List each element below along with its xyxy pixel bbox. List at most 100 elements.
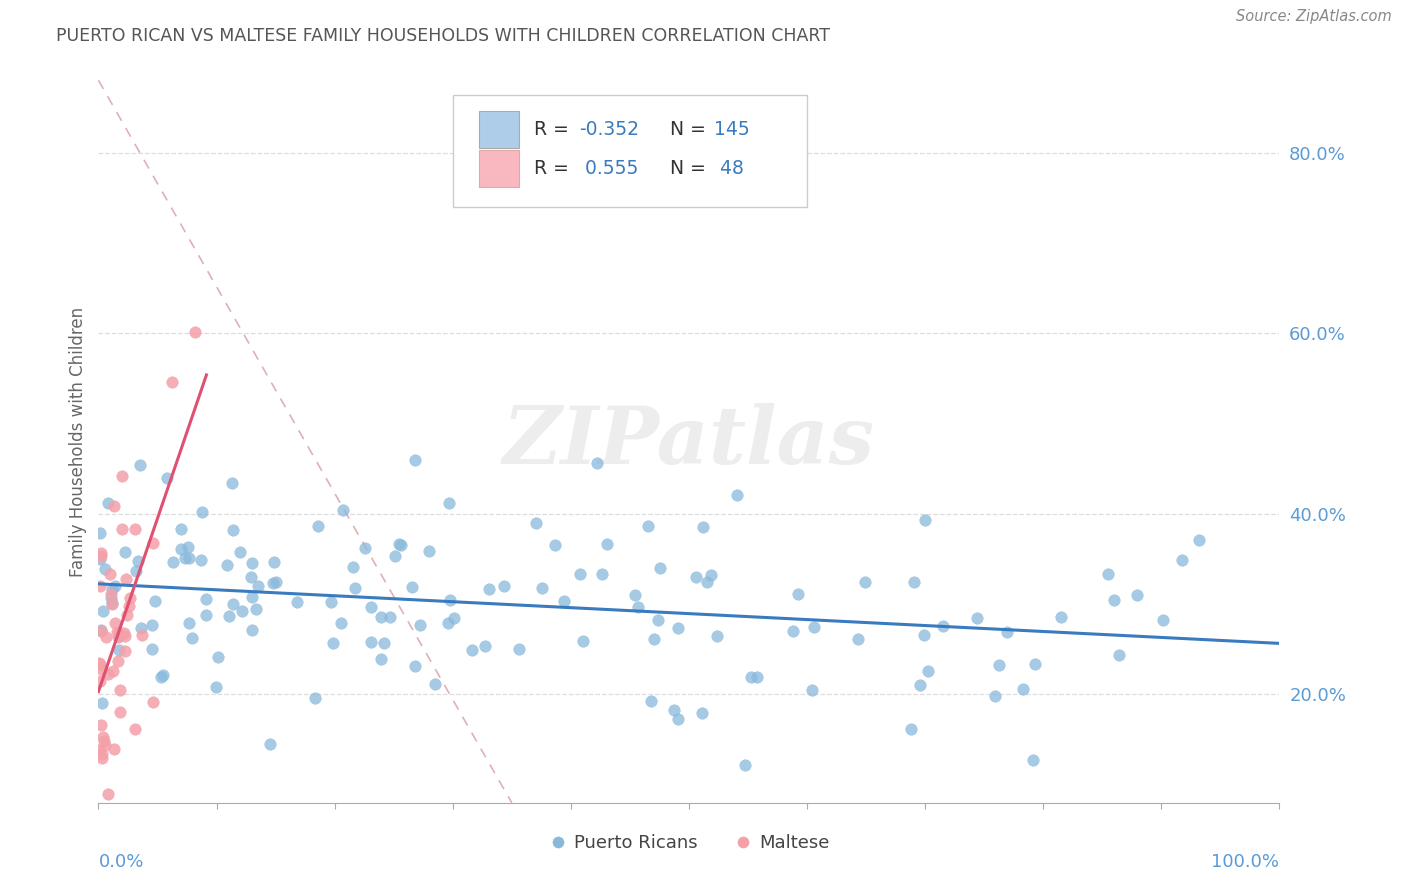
- Point: [87, 743, 110, 757]
- FancyBboxPatch shape: [478, 111, 519, 148]
- Text: 48: 48: [714, 159, 744, 178]
- Point: [995, 625, 1018, 640]
- Point: [141, 618, 163, 632]
- Point: [89, 551, 111, 566]
- Point: [342, 559, 364, 574]
- Point: [437, 496, 460, 510]
- Point: [129, 621, 152, 635]
- Point: [170, 542, 193, 557]
- Point: [100, 587, 122, 601]
- Point: [169, 522, 191, 536]
- Point: [782, 624, 804, 639]
- Point: [801, 683, 824, 698]
- Point: [285, 595, 308, 609]
- Point: [107, 626, 129, 640]
- Point: [666, 621, 689, 635]
- Point: [240, 556, 263, 570]
- Point: [101, 597, 124, 611]
- Point: [343, 581, 366, 595]
- Text: N =: N =: [658, 120, 711, 139]
- Point: [404, 659, 426, 673]
- Point: [108, 706, 131, 720]
- Point: [89, 579, 111, 593]
- Point: [917, 664, 939, 678]
- Point: [162, 375, 184, 389]
- Point: [96, 631, 118, 645]
- Point: [572, 634, 595, 648]
- Point: [745, 670, 768, 684]
- Point: [89, 657, 111, 671]
- Point: [553, 594, 575, 608]
- Point: [544, 538, 567, 552]
- Point: [195, 608, 218, 623]
- Point: [194, 592, 217, 607]
- Point: [706, 629, 728, 643]
- Point: [114, 644, 136, 658]
- Point: [700, 567, 723, 582]
- Point: [494, 579, 516, 593]
- Point: [666, 712, 689, 726]
- Point: [418, 544, 440, 558]
- Point: [177, 540, 200, 554]
- Point: [264, 574, 287, 589]
- Point: [332, 503, 354, 517]
- Point: [221, 597, 243, 611]
- Point: [107, 629, 129, 643]
- Point: [239, 570, 262, 584]
- Point: [90, 624, 112, 638]
- Point: [443, 611, 465, 625]
- Point: [1024, 657, 1046, 671]
- Point: [98, 567, 121, 582]
- Point: [162, 555, 184, 569]
- Point: [508, 642, 530, 657]
- Point: [401, 580, 423, 594]
- Point: [987, 658, 1010, 673]
- Point: [436, 615, 458, 630]
- Point: [360, 599, 382, 614]
- Point: [101, 664, 124, 678]
- Text: ZIPatlas: ZIPatlas: [503, 403, 875, 480]
- Point: [103, 499, 125, 513]
- Point: [1097, 566, 1119, 581]
- Point: [111, 469, 134, 483]
- Point: [93, 562, 115, 576]
- Point: [90, 623, 112, 637]
- Point: [177, 551, 200, 566]
- Point: [104, 579, 127, 593]
- FancyBboxPatch shape: [453, 95, 807, 207]
- Point: [690, 706, 713, 721]
- Point: [107, 631, 129, 645]
- Point: [912, 628, 935, 642]
- Point: [124, 522, 146, 536]
- Point: [90, 747, 112, 762]
- Point: [647, 613, 669, 627]
- Point: [360, 635, 382, 649]
- Point: [108, 682, 131, 697]
- Point: [1012, 681, 1035, 696]
- Point: [1050, 610, 1073, 624]
- Point: [101, 596, 124, 610]
- Point: [240, 590, 263, 604]
- Point: [1022, 753, 1045, 767]
- Text: R =: R =: [534, 159, 575, 178]
- Point: [259, 737, 281, 751]
- Text: R =: R =: [534, 120, 575, 139]
- Point: [104, 615, 127, 630]
- Point: [966, 611, 988, 625]
- Point: [474, 639, 496, 653]
- Point: [114, 629, 136, 643]
- Point: [388, 537, 411, 551]
- Point: [624, 588, 647, 602]
- Text: 0.555: 0.555: [579, 159, 638, 178]
- Point: [118, 599, 141, 613]
- Point: [183, 325, 205, 339]
- Point: [114, 572, 136, 586]
- Point: [423, 676, 446, 690]
- Point: [142, 695, 165, 709]
- Text: -0.352: -0.352: [579, 120, 640, 139]
- Point: [524, 516, 547, 531]
- Point: [354, 541, 377, 555]
- Point: [125, 564, 148, 578]
- Point: [685, 570, 707, 584]
- Point: [174, 551, 197, 566]
